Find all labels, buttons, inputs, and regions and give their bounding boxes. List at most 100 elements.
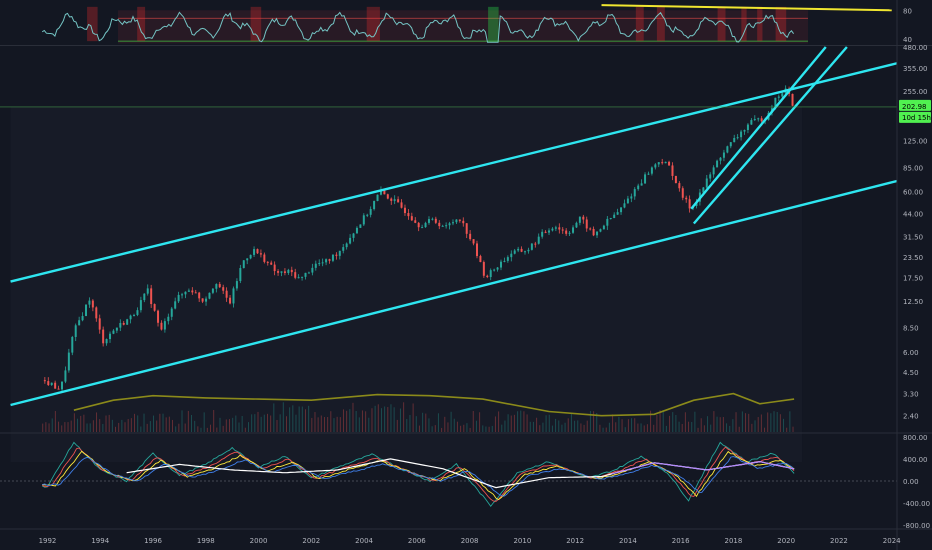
volume-bar	[437, 413, 439, 432]
volume-bar	[320, 415, 322, 432]
candle-body	[623, 203, 626, 208]
candle-body	[43, 380, 46, 382]
year-tick-label: 2012	[566, 537, 584, 545]
volume-bar	[577, 420, 579, 432]
volume-bar	[501, 424, 503, 432]
candle-body	[235, 281, 238, 289]
volume-bar	[352, 402, 354, 432]
volume-bar	[45, 422, 47, 432]
volume-bar	[504, 420, 506, 432]
candle-body	[561, 229, 564, 231]
candle-body	[712, 167, 715, 175]
volume-bar	[779, 414, 781, 432]
candle-body	[139, 300, 142, 311]
volume-bar	[254, 414, 256, 432]
candle-body	[249, 254, 252, 259]
candle-body	[335, 254, 338, 256]
volume-bar	[485, 426, 487, 432]
volume-bar	[741, 411, 743, 432]
candle-body	[301, 276, 304, 278]
candle-body	[304, 272, 307, 277]
candle-body	[650, 167, 653, 174]
volume-bar	[738, 426, 740, 432]
volume-bar	[456, 421, 458, 432]
volume-bar	[380, 408, 382, 432]
candle-body	[150, 288, 153, 305]
volume-bar	[276, 419, 278, 432]
price-tick-label: 31.50	[903, 234, 923, 242]
candle-body	[366, 214, 369, 216]
volume-bar	[545, 415, 547, 432]
candle-body	[246, 258, 249, 261]
volume-bar	[713, 411, 715, 432]
candle-body	[78, 320, 81, 326]
volume-bar	[425, 413, 427, 432]
countdown-tag	[899, 111, 931, 123]
volume-bar	[99, 419, 101, 432]
channel-line-steep-lower	[692, 46, 848, 225]
candle-body	[266, 261, 269, 263]
volume-bar	[260, 416, 262, 432]
candle-body	[548, 230, 551, 233]
candle-body	[307, 272, 310, 274]
candle-body	[314, 263, 317, 268]
candle-body	[263, 254, 266, 262]
volume-bar	[54, 411, 56, 432]
candle-body	[434, 218, 437, 223]
volume-bar	[653, 424, 655, 432]
volume-bar	[266, 413, 268, 432]
rsi-band-fill	[118, 10, 808, 44]
volume-bar	[361, 410, 363, 432]
volume-bar	[621, 419, 623, 432]
candle-body	[64, 370, 67, 382]
candle-body	[95, 307, 98, 319]
volume-bar	[469, 427, 471, 432]
volume-bar	[466, 423, 468, 432]
volume-bar	[168, 416, 170, 432]
candle-body	[198, 292, 201, 299]
volume-bar	[602, 427, 604, 432]
candle-body	[613, 214, 616, 219]
volume-bar	[64, 422, 66, 432]
volume-bar	[783, 418, 785, 432]
candle-body	[273, 264, 276, 272]
volume-bar	[244, 427, 246, 432]
volume-bar	[520, 410, 522, 432]
volume-bar	[222, 425, 224, 432]
volume-bar	[311, 417, 313, 432]
candle-body	[160, 322, 163, 330]
candle-body	[506, 257, 509, 261]
volume-bar	[523, 411, 525, 432]
volume-bar	[757, 417, 759, 432]
volume-bar	[175, 426, 177, 432]
price-tick-label: 60.00	[903, 189, 923, 197]
candle-body	[668, 161, 671, 166]
volume-bar	[542, 422, 544, 432]
candle-body	[599, 229, 602, 232]
volume-bar	[339, 417, 341, 432]
candle-body	[661, 162, 664, 164]
candle-body	[486, 275, 489, 278]
volume-bar	[194, 420, 196, 432]
volume-bar	[580, 423, 582, 432]
candle-body	[637, 185, 640, 190]
candle-body	[469, 233, 472, 240]
volume-bar	[618, 416, 620, 432]
volume-bar	[767, 412, 769, 432]
candle-body	[146, 288, 149, 294]
candle-body	[318, 263, 321, 265]
volume-bar	[304, 409, 306, 432]
volume-bar	[184, 423, 186, 432]
candle-body	[716, 160, 719, 168]
price-tick-label: 6.00	[903, 349, 919, 357]
volume-bar	[241, 416, 243, 432]
candle-body	[530, 243, 533, 250]
candle-body	[109, 333, 112, 340]
candle-body	[441, 225, 444, 227]
volume-bar	[118, 422, 120, 432]
volume-bar	[726, 423, 728, 432]
candle-body	[54, 382, 57, 389]
price-tick-label: 12.50	[903, 298, 923, 306]
volume-bar	[285, 416, 287, 432]
volume-bar	[735, 412, 737, 432]
